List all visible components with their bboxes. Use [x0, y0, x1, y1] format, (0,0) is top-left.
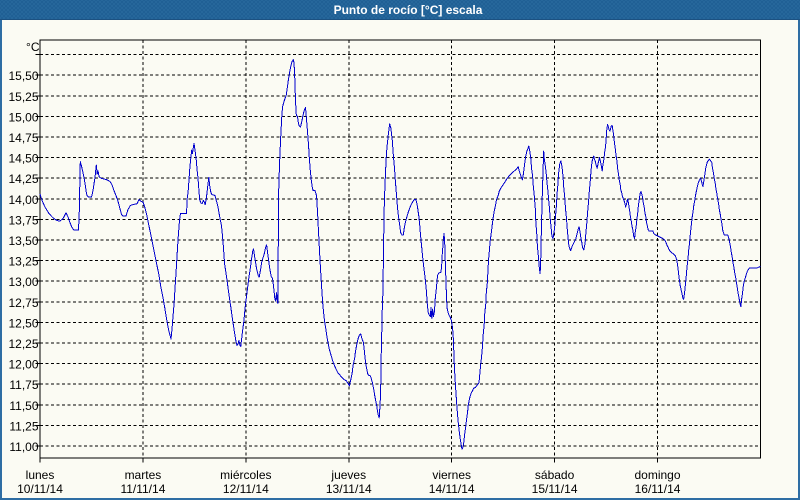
svg-text:sábado: sábado	[535, 468, 575, 482]
svg-text:viernes: viernes	[432, 468, 471, 482]
svg-text:12,75: 12,75	[8, 296, 38, 310]
svg-text:14/11/14: 14/11/14	[429, 482, 475, 496]
svg-text:domingo: domingo	[635, 468, 681, 482]
svg-text:14,25: 14,25	[8, 172, 38, 186]
svg-text:13,50: 13,50	[8, 234, 38, 248]
svg-text:11/11/14: 11/11/14	[120, 482, 165, 496]
svg-text:15,00: 15,00	[8, 110, 38, 124]
svg-text:15,25: 15,25	[8, 90, 38, 104]
svg-text:12,50: 12,50	[8, 316, 38, 330]
svg-text:15/11/14: 15/11/14	[532, 482, 578, 496]
svg-text:13,75: 13,75	[8, 213, 38, 227]
svg-text:12,25: 12,25	[8, 337, 38, 351]
svg-text:miércoles: miércoles	[220, 468, 271, 482]
svg-text:11,75: 11,75	[9, 378, 38, 392]
svg-text:14,00: 14,00	[8, 193, 38, 207]
svg-text:11,25: 11,25	[9, 419, 38, 433]
svg-text:13,00: 13,00	[8, 275, 38, 289]
svg-text:12/11/14: 12/11/14	[223, 482, 269, 496]
svg-text:jueves: jueves	[330, 468, 366, 482]
svg-text:lunes: lunes	[26, 468, 55, 482]
svg-text:16/11/14: 16/11/14	[635, 482, 681, 496]
svg-text:12,00: 12,00	[8, 358, 38, 372]
svg-text:15,50: 15,50	[8, 69, 38, 83]
svg-text:10/11/14: 10/11/14	[17, 482, 63, 496]
svg-text:13,25: 13,25	[8, 255, 38, 269]
svg-text:13/11/14: 13/11/14	[326, 482, 372, 496]
svg-text:11,00: 11,00	[9, 440, 38, 454]
svg-text:14,50: 14,50	[8, 152, 38, 166]
svg-text:°C: °C	[26, 40, 40, 54]
svg-text:11,50: 11,50	[9, 399, 38, 413]
svg-text:martes: martes	[125, 468, 162, 482]
svg-text:14,75: 14,75	[8, 131, 38, 145]
